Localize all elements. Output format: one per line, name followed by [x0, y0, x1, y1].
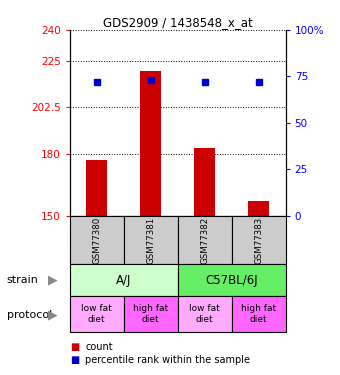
Text: low fat
diet: low fat diet — [189, 304, 220, 324]
Text: high fat
diet: high fat diet — [133, 304, 168, 324]
Bar — [70, 216, 124, 264]
Text: ▶: ▶ — [48, 309, 57, 321]
Bar — [232, 296, 286, 332]
Text: low fat
diet: low fat diet — [81, 304, 112, 324]
Bar — [124, 296, 177, 332]
Bar — [177, 216, 232, 264]
Bar — [177, 264, 286, 296]
Text: strain: strain — [7, 275, 39, 285]
Text: GSM77382: GSM77382 — [200, 216, 209, 264]
Text: GSM77380: GSM77380 — [92, 216, 101, 264]
Text: percentile rank within the sample: percentile rank within the sample — [85, 355, 250, 365]
Bar — [70, 296, 124, 332]
Bar — [124, 216, 177, 264]
Bar — [140, 71, 161, 216]
Text: ■: ■ — [70, 342, 79, 352]
Text: ■: ■ — [70, 355, 79, 365]
Bar — [70, 264, 177, 296]
Text: A/J: A/J — [116, 274, 131, 287]
Text: C57BL/6J: C57BL/6J — [205, 274, 258, 287]
Text: protocol: protocol — [7, 310, 52, 320]
Bar — [177, 296, 232, 332]
Bar — [232, 216, 286, 264]
Bar — [248, 201, 269, 216]
Text: count: count — [85, 342, 113, 352]
Text: high fat
diet: high fat diet — [241, 304, 276, 324]
Bar — [194, 148, 216, 216]
Text: GSM77381: GSM77381 — [146, 216, 155, 264]
Text: ▶: ▶ — [48, 274, 57, 287]
Bar — [86, 160, 107, 216]
Title: GDS2909 / 1438548_x_at: GDS2909 / 1438548_x_at — [103, 16, 253, 29]
Text: GSM77383: GSM77383 — [254, 216, 263, 264]
